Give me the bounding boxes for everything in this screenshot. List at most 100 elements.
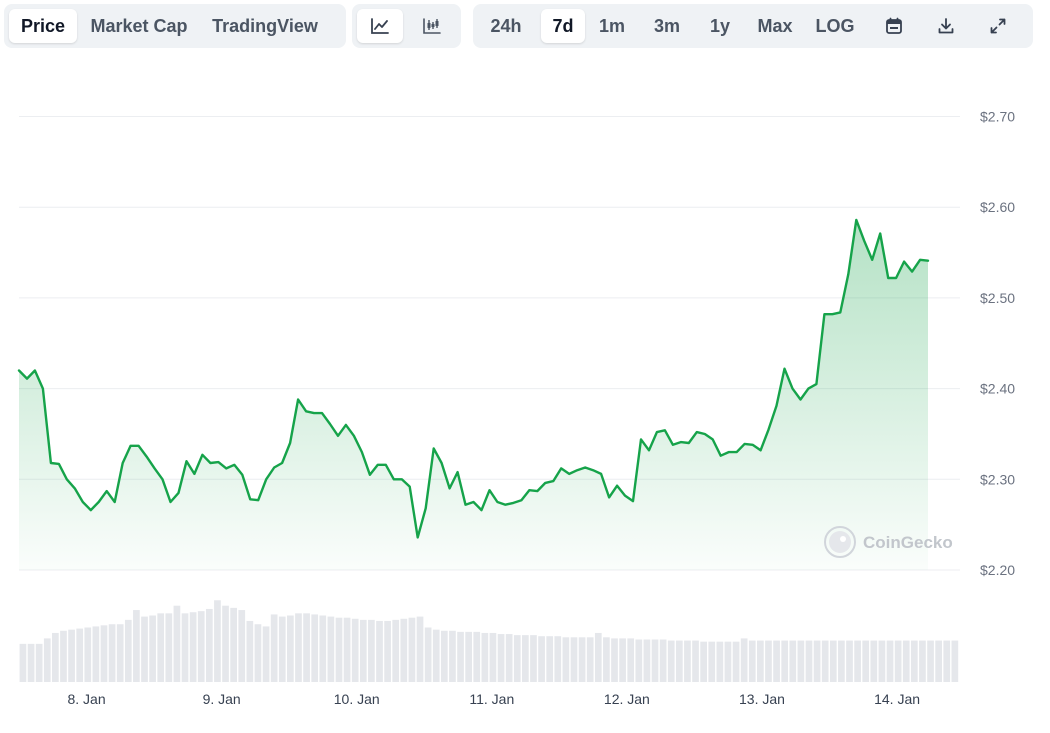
volume-bar bbox=[797, 640, 805, 682]
volume-bar bbox=[68, 629, 75, 682]
volume-bar bbox=[919, 640, 926, 682]
volume-bar bbox=[408, 617, 416, 682]
line-chart-button[interactable] bbox=[357, 9, 403, 43]
volume-bar bbox=[878, 640, 886, 682]
volume-bar bbox=[765, 640, 772, 682]
range-3m[interactable]: 3m bbox=[653, 15, 680, 36]
volume-bar bbox=[627, 638, 635, 682]
volume-bar bbox=[60, 630, 67, 682]
volume-bar bbox=[343, 617, 351, 682]
volume-bar bbox=[951, 640, 959, 682]
range-1y[interactable]: 1y bbox=[709, 15, 731, 36]
range-7d[interactable]: 7d bbox=[541, 9, 585, 43]
price-line[interactable] bbox=[17, 218, 930, 539]
volume-bar bbox=[927, 640, 934, 682]
volume-bar bbox=[700, 641, 707, 682]
range-max[interactable]: Max bbox=[757, 15, 793, 36]
tab-price[interactable]: Price bbox=[9, 9, 77, 43]
volume-bar bbox=[157, 613, 165, 682]
x-tick-label: 13. Jan bbox=[739, 691, 785, 707]
download-button[interactable] bbox=[925, 9, 967, 43]
log-scale-toggle[interactable]: LOG bbox=[815, 15, 855, 36]
tab-tradingview[interactable]: TradingView bbox=[212, 15, 318, 36]
range-24h[interactable]: 24h bbox=[490, 15, 522, 36]
volume-bar bbox=[505, 634, 513, 682]
volume-bar bbox=[376, 620, 383, 682]
volume-bar bbox=[554, 636, 562, 682]
volume-bar bbox=[870, 640, 878, 682]
download-icon bbox=[937, 17, 955, 35]
x-axis-labels: 8. Jan 9. Jan 10. Jan 11. Jan 12. Jan 13. Jan… bbox=[67, 691, 920, 707]
volume-bar bbox=[76, 628, 84, 682]
volume-bar bbox=[659, 639, 667, 682]
volume-bar bbox=[35, 643, 43, 682]
volume-bar bbox=[513, 635, 521, 682]
volume-bar bbox=[886, 640, 894, 682]
volume-bar bbox=[692, 640, 699, 682]
chart-toolbar: Price Market Cap TradingView 24h 7d 1m 3… bbox=[0, 0, 1050, 54]
volume-bar bbox=[116, 624, 124, 682]
volume-bar bbox=[846, 640, 853, 682]
volume-bar bbox=[319, 615, 327, 682]
range-group: 24h 7d 1m 3m 1y Max LOG bbox=[473, 4, 1033, 48]
date-range-button[interactable] bbox=[873, 9, 915, 43]
x-tick-label: 11. Jan bbox=[469, 691, 514, 707]
volume-bar bbox=[254, 624, 262, 682]
volume-bar bbox=[181, 613, 189, 682]
volume-bar bbox=[368, 619, 375, 682]
volume-bar bbox=[740, 638, 748, 682]
coingecko-logo-inner bbox=[829, 531, 851, 553]
volume-bar bbox=[748, 640, 756, 682]
expand-icon bbox=[989, 17, 1007, 35]
volume-bar bbox=[943, 640, 951, 682]
volume-bar bbox=[522, 635, 529, 682]
volume-bar bbox=[205, 608, 213, 682]
volume-bar bbox=[473, 631, 481, 682]
volume-bar bbox=[222, 605, 229, 682]
volume-bar bbox=[27, 643, 35, 682]
volume-bar bbox=[92, 626, 100, 682]
volume-bar bbox=[416, 616, 424, 682]
volume-bar bbox=[935, 640, 942, 682]
volume-bar bbox=[465, 631, 472, 682]
y-tick-label: $2.20 bbox=[980, 562, 1015, 578]
volume-bar bbox=[84, 627, 92, 682]
line-chart-icon bbox=[370, 17, 390, 35]
volume-bar bbox=[910, 640, 918, 682]
volume-bar bbox=[457, 631, 464, 682]
volume-bar bbox=[230, 607, 237, 682]
volume-bar bbox=[278, 616, 286, 682]
calendar-icon bbox=[885, 17, 903, 35]
y-tick-label: $2.30 bbox=[980, 471, 1015, 487]
volume-bar bbox=[351, 618, 359, 682]
price-chart[interactable]: $2.70 $2.60 $2.50 $2.40 $2.30 $2.20 8. Jan 9. … bbox=[0, 56, 1050, 733]
volume-bar bbox=[854, 640, 861, 682]
volume-bar bbox=[489, 632, 497, 682]
y-tick-label: $2.70 bbox=[980, 109, 1015, 125]
volume-bar bbox=[149, 615, 156, 682]
tab-market-cap[interactable]: Market Cap bbox=[90, 15, 188, 36]
volume-bar bbox=[643, 639, 651, 682]
volume-bar bbox=[52, 632, 59, 682]
candlestick-chart-button[interactable] bbox=[409, 9, 455, 43]
volume-bar bbox=[586, 637, 594, 682]
volume-bar bbox=[497, 634, 505, 682]
volume-bar bbox=[651, 639, 659, 682]
volume-bar bbox=[124, 619, 132, 682]
volume-bar bbox=[708, 641, 716, 682]
range-1m[interactable]: 1m bbox=[598, 15, 625, 36]
volume-bar bbox=[594, 632, 602, 682]
volume-bar bbox=[100, 625, 108, 682]
volume-bars bbox=[19, 600, 959, 682]
volume-bar bbox=[773, 640, 780, 682]
volume-bar bbox=[246, 620, 254, 682]
volume-bar bbox=[43, 638, 51, 682]
volume-bar bbox=[440, 630, 448, 682]
volume-bar bbox=[303, 613, 310, 682]
volume-bar bbox=[805, 640, 813, 682]
volume-bar bbox=[449, 630, 456, 682]
volume-bar bbox=[327, 616, 335, 682]
volume-bar bbox=[603, 637, 610, 682]
fullscreen-button[interactable] bbox=[977, 9, 1019, 43]
volume-bar bbox=[197, 611, 205, 682]
